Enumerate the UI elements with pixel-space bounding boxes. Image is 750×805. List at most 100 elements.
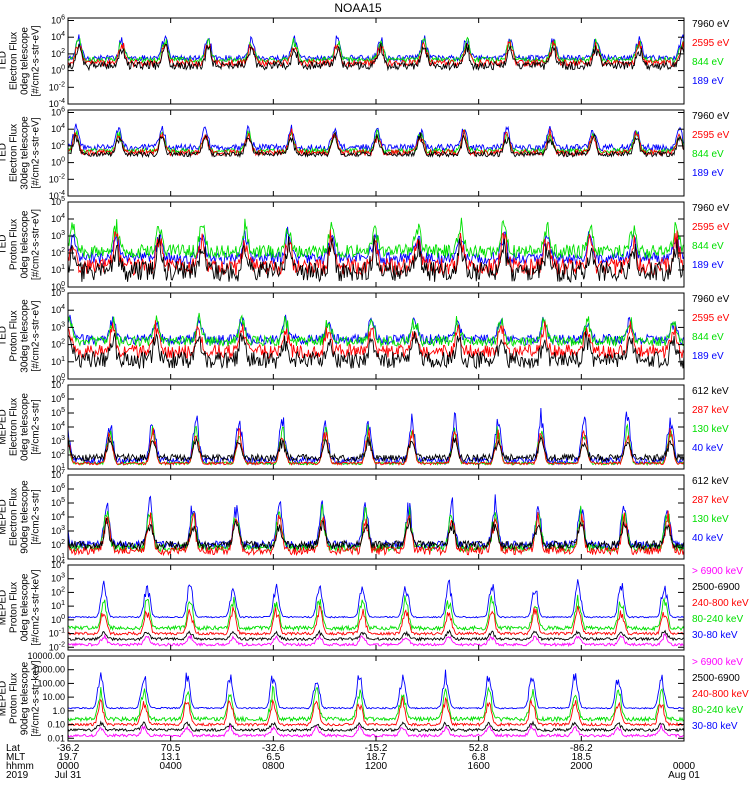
y-tick-label: 106 [51,107,65,118]
panel-frame [67,655,685,742]
legend-entry: 40 keV [692,443,723,454]
legend-entry: 130 keV [692,424,729,435]
x-tick-label: -36.2 [57,743,80,754]
x-row-label: MLT [6,752,25,763]
y-tick-label: 105 [51,196,65,207]
x-tick-label: 6.5 [266,752,280,763]
legend-entry: 30-80 keV [692,721,738,732]
series-green-line [68,217,684,260]
series-red-line [68,40,684,68]
x-tick-label: 70.5 [161,743,181,754]
panel-7: 10-2 10-1 100 101 102 103 104 MEPEDProton Flux0… [0,559,749,652]
legend-entry: 2500-6900 [692,673,740,684]
x-tick-label: 0400 [160,761,183,772]
legend-entry: 844 eV [692,241,724,252]
y-tick-label: 104 [51,304,65,315]
panel-5: 101 102 103 104 105 106 107 MEPEDElectron Flux0… [0,379,729,474]
x-row-label: Lat [6,743,20,754]
series-magenta-line [68,723,684,739]
legend-entry: 80-240 keV [692,614,743,625]
series-green-line [68,684,684,723]
y-axis-label: MEPEDProton Flux0deg telescope[#/cm2-s-s… [0,569,42,645]
panel-3: 100 101 102 103 104 105 TEDProton Flux0deg tel… [0,196,730,292]
legend-entry: 2595 eV [692,130,730,141]
chart-title: NOAA15 [334,1,382,15]
y-tick-label: 10-2 [49,81,65,92]
series-black-line [68,720,684,733]
legend-entry: 2595 eV [692,38,730,49]
legend-entry: 2595 eV [692,222,730,233]
y-tick-label: 105 [51,287,65,298]
y-tick-label: 100 [51,65,65,76]
legend-entry: > 6900 keV [692,566,743,577]
y-tick-label: 102 [51,449,65,460]
series-blue-line [68,123,684,153]
y-tick-label: 107 [51,469,65,480]
legend-entry: 7960 eV [692,294,730,305]
series-red-line [68,320,684,360]
series-black-line [68,629,684,642]
series-blue-line [68,669,684,710]
x-tick-label: -32.6 [262,743,285,754]
legend-entry: > 6900 keV [692,657,743,668]
y-tick-label: 10-2 [49,173,65,184]
panel-4: 100 101 102 103 104 105 TEDProton Flux30deg te… [0,287,730,384]
y-axis-label: TEDElectron Flux30deg telescope[#/cm2-s-… [0,116,42,190]
y-tick-label: 107 [51,379,65,390]
y-tick-label: 106 [51,393,65,404]
legend-entry: 240-800 keV [692,689,749,700]
y-tick-label: 101 [51,553,65,564]
y-tick-label: 102 [51,48,65,59]
y-tick-label: 0.10 [47,720,65,730]
x-tick-label: 0000 [57,761,80,772]
y-tick-label: 102 [51,586,65,597]
x-tick-label: 18.5 [572,752,592,763]
y-tick-label: 10-4 [49,98,65,109]
legend-entry: 844 eV [692,149,724,160]
y-tick-label: 104 [51,123,65,134]
y-tick-label: 105 [51,407,65,418]
panel-frame [67,109,685,197]
y-tick-label: 102 [51,247,65,258]
x-tick-label: 2000 [570,761,593,772]
series-blue-line [68,226,684,266]
legend-entry: 2595 eV [692,313,730,324]
y-tick-label: 104 [51,421,65,432]
legend-entry: 287 keV [692,495,729,506]
legend-entry: 844 eV [692,332,724,343]
x-tick-label: 1200 [365,761,388,772]
y-axis-label: MEPEDProton Flux90deg telescope[#/cm2-s-… [0,660,42,736]
y-tick-label: 10-4 [49,190,65,201]
y-tick-label: 104 [51,559,65,570]
legend-entry: 7960 eV [692,203,730,214]
y-axis-label: TEDElectron Flux0deg telescope[#/cm2-s-s… [0,25,42,96]
series-blue-line [68,314,684,346]
series-red-line [68,605,684,636]
y-tick-label: 104 [51,511,65,522]
x-row-label: 2019 [6,770,29,781]
legend-entry: 30-80 keV [692,630,738,641]
series-magenta-line [68,632,684,648]
series-green-line [68,504,684,553]
series-black-line [68,131,684,159]
x-tick-label: 1600 [468,761,491,772]
series-red-line [68,696,684,728]
series-green-line [68,594,684,632]
x-tick-label: 0800 [262,761,285,772]
y-tick-label: 103 [51,573,65,584]
y-tick-label: 100 [51,281,65,292]
legend-entry: 189 eV [692,168,724,179]
panel-2: 10-4 10-2 100 102 104 106 TEDElectron Flux30de… [0,107,730,201]
y-tick-label: 102 [51,339,65,350]
series-green-line [68,312,684,348]
y-tick-label: 103 [51,230,65,241]
y-tick-label: 101 [51,264,65,275]
legend-entry: 7960 eV [692,19,730,30]
y-tick-label: 10000.00 [27,651,65,661]
y-axis-label: TEDProton Flux0deg telescope[#/cm2-s-str… [0,209,42,280]
x-tick-label: Jul 31 [55,770,82,781]
x-tick-label: -15.2 [365,743,388,754]
legend-entry: 40 keV [692,533,723,544]
y-tick-label: 101 [51,600,65,611]
legend-entry: 7960 eV [692,111,730,122]
